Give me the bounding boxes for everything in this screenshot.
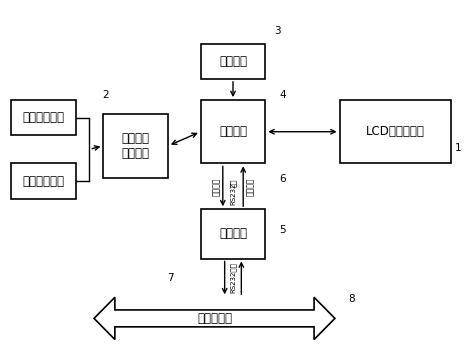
Text: RS232: RS232 bbox=[230, 182, 236, 204]
Text: 反馈指令: 反馈指令 bbox=[246, 177, 254, 196]
Bar bbox=[200, 100, 266, 163]
Bar bbox=[340, 100, 451, 163]
Text: 电源模块: 电源模块 bbox=[219, 55, 247, 68]
Text: 动车组网路: 动车组网路 bbox=[197, 312, 232, 325]
Text: 主控制板: 主控制板 bbox=[219, 125, 247, 138]
Text: 低压供电模式: 低压供电模式 bbox=[22, 175, 64, 187]
Bar bbox=[103, 114, 168, 178]
Polygon shape bbox=[94, 297, 335, 339]
Bar bbox=[200, 44, 266, 79]
Text: RS232总线: RS232总线 bbox=[230, 262, 236, 293]
Bar bbox=[11, 163, 75, 199]
Text: 通讯主板: 通讯主板 bbox=[219, 227, 247, 240]
Text: 二线: 二线 bbox=[230, 179, 236, 187]
Text: LCD液晶显示屏: LCD液晶显示屏 bbox=[366, 125, 425, 138]
Text: 2: 2 bbox=[103, 90, 109, 100]
Bar bbox=[11, 100, 75, 135]
Text: 中压供电模式: 中压供电模式 bbox=[22, 111, 64, 124]
Text: 专业供电
控制软件: 专业供电 控制软件 bbox=[122, 132, 150, 160]
Text: 4: 4 bbox=[279, 90, 286, 100]
Text: 7: 7 bbox=[167, 273, 174, 283]
Text: 控制指令: 控制指令 bbox=[212, 177, 220, 196]
Bar bbox=[200, 209, 266, 258]
Text: 3: 3 bbox=[274, 26, 281, 36]
Text: 1: 1 bbox=[454, 143, 461, 153]
Text: 6: 6 bbox=[279, 174, 286, 184]
Text: 8: 8 bbox=[348, 294, 355, 304]
Text: 5: 5 bbox=[279, 225, 286, 235]
